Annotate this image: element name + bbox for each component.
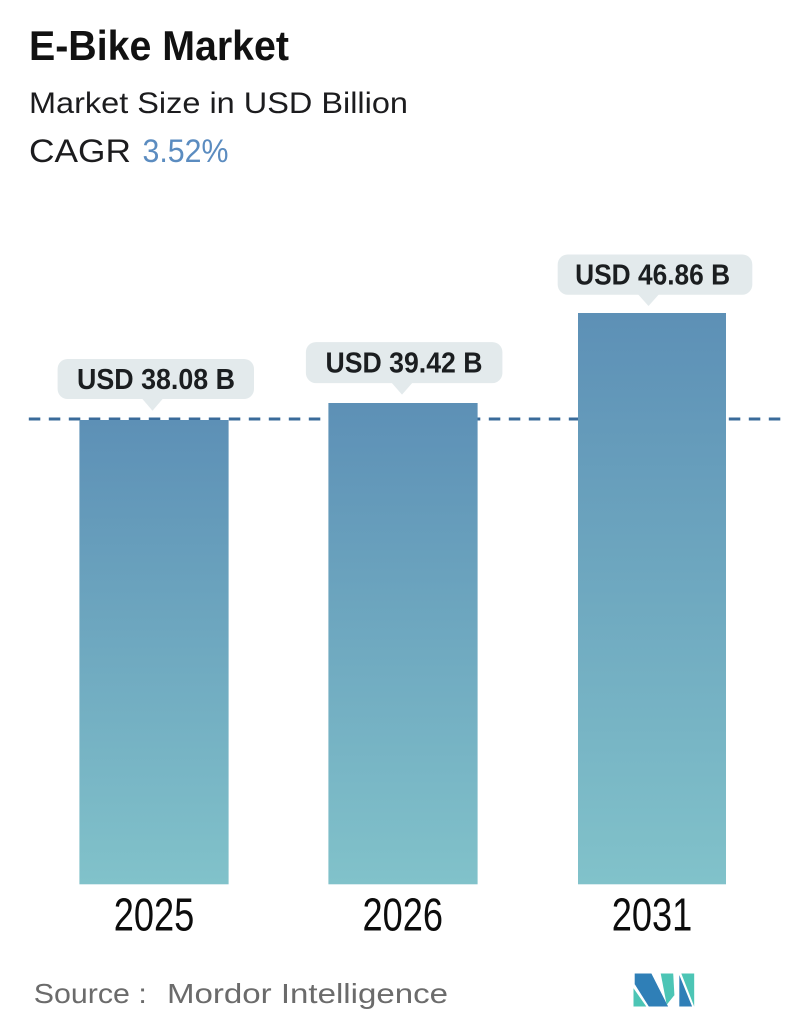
svg-text:3.52%: 3.52% xyxy=(143,133,229,169)
svg-text:USD 38.08 B: USD 38.08 B xyxy=(77,364,235,396)
svg-text:2026: 2026 xyxy=(363,889,444,941)
svg-text:Source :: Source : xyxy=(34,978,147,1009)
svg-text:E-Bike Market: E-Bike Market xyxy=(29,22,289,69)
svg-text:Mordor Intelligence: Mordor Intelligence xyxy=(167,978,448,1009)
svg-text:CAGR: CAGR xyxy=(29,133,131,169)
svg-text:2025: 2025 xyxy=(114,889,195,941)
svg-text:USD 46.86 B: USD 46.86 B xyxy=(575,260,730,292)
svg-text:Market Size in USD Billion: Market Size in USD Billion xyxy=(29,87,408,120)
svg-text:2031: 2031 xyxy=(612,889,693,941)
svg-text:USD 39.42 B: USD 39.42 B xyxy=(326,348,483,380)
